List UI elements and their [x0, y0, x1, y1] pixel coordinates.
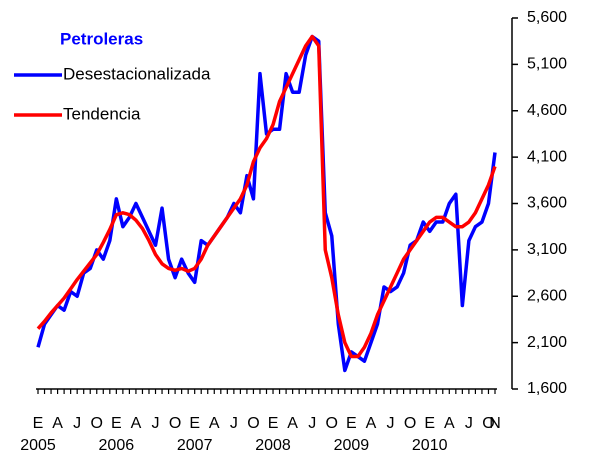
x-tick-label: O — [482, 415, 494, 432]
x-tick-label: J — [465, 415, 473, 432]
y-tick-label: 2,100 — [527, 334, 567, 351]
series-line — [36, 34, 497, 373]
y-tick-label: 5,100 — [527, 56, 567, 73]
year-label: 2007 — [177, 437, 213, 454]
x-tick-label: A — [131, 415, 142, 432]
y-tick-label: 4,100 — [527, 148, 567, 165]
year-label: 2005 — [20, 437, 56, 454]
y-tick-label: 3,100 — [527, 241, 567, 258]
x-tick-label: N — [489, 415, 501, 432]
y-tick-label: 1,600 — [527, 380, 567, 397]
y-tick-label: 4,600 — [527, 102, 567, 119]
x-tick-label: O — [169, 415, 181, 432]
x-tick-label: E — [268, 415, 279, 432]
x-tick-label: A — [52, 415, 63, 432]
x-tick-label: J — [73, 415, 81, 432]
y-tick-label: 5,600 — [527, 9, 567, 26]
legend-label: Desestacionalizada — [63, 64, 211, 83]
x-tick-label: A — [366, 415, 377, 432]
x-tick-label: E — [33, 415, 44, 432]
year-label: 2006 — [99, 437, 135, 454]
series-line — [36, 34, 497, 359]
x-tick-label: E — [424, 415, 435, 432]
legend-label: Tendencia — [63, 104, 141, 123]
x-tick-label: J — [308, 415, 316, 432]
year-label: 2009 — [334, 437, 370, 454]
y-tick-label: 2,600 — [527, 287, 567, 304]
year-label: 2010 — [412, 437, 448, 454]
x-tick-label: O — [91, 415, 103, 432]
x-tick-label: A — [209, 415, 220, 432]
x-tick-label: J — [230, 415, 238, 432]
x-tick-label: E — [189, 415, 200, 432]
x-tick-label: O — [247, 415, 259, 432]
x-tick-label: E — [346, 415, 357, 432]
x-tick-label: J — [152, 415, 160, 432]
x-tick-label: J — [387, 415, 395, 432]
year-label: 2008 — [255, 437, 291, 454]
y-tick-label: 3,600 — [527, 195, 567, 212]
x-tick-label: A — [287, 415, 298, 432]
x-tick-label: E — [111, 415, 122, 432]
chart-title: Petroleras — [60, 29, 143, 48]
x-tick-label: A — [444, 415, 455, 432]
x-tick-label: O — [404, 415, 416, 432]
x-tick-label: O — [326, 415, 338, 432]
